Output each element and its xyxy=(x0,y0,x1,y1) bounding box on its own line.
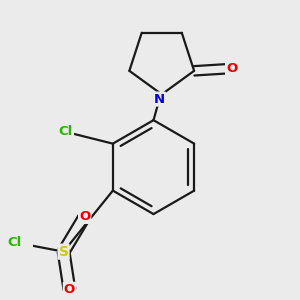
Text: S: S xyxy=(58,245,68,259)
Text: O: O xyxy=(79,210,90,223)
Text: Cl: Cl xyxy=(59,125,73,138)
Text: Cl: Cl xyxy=(7,236,21,249)
Text: O: O xyxy=(64,283,75,296)
Text: O: O xyxy=(226,62,237,75)
Text: N: N xyxy=(154,92,165,106)
